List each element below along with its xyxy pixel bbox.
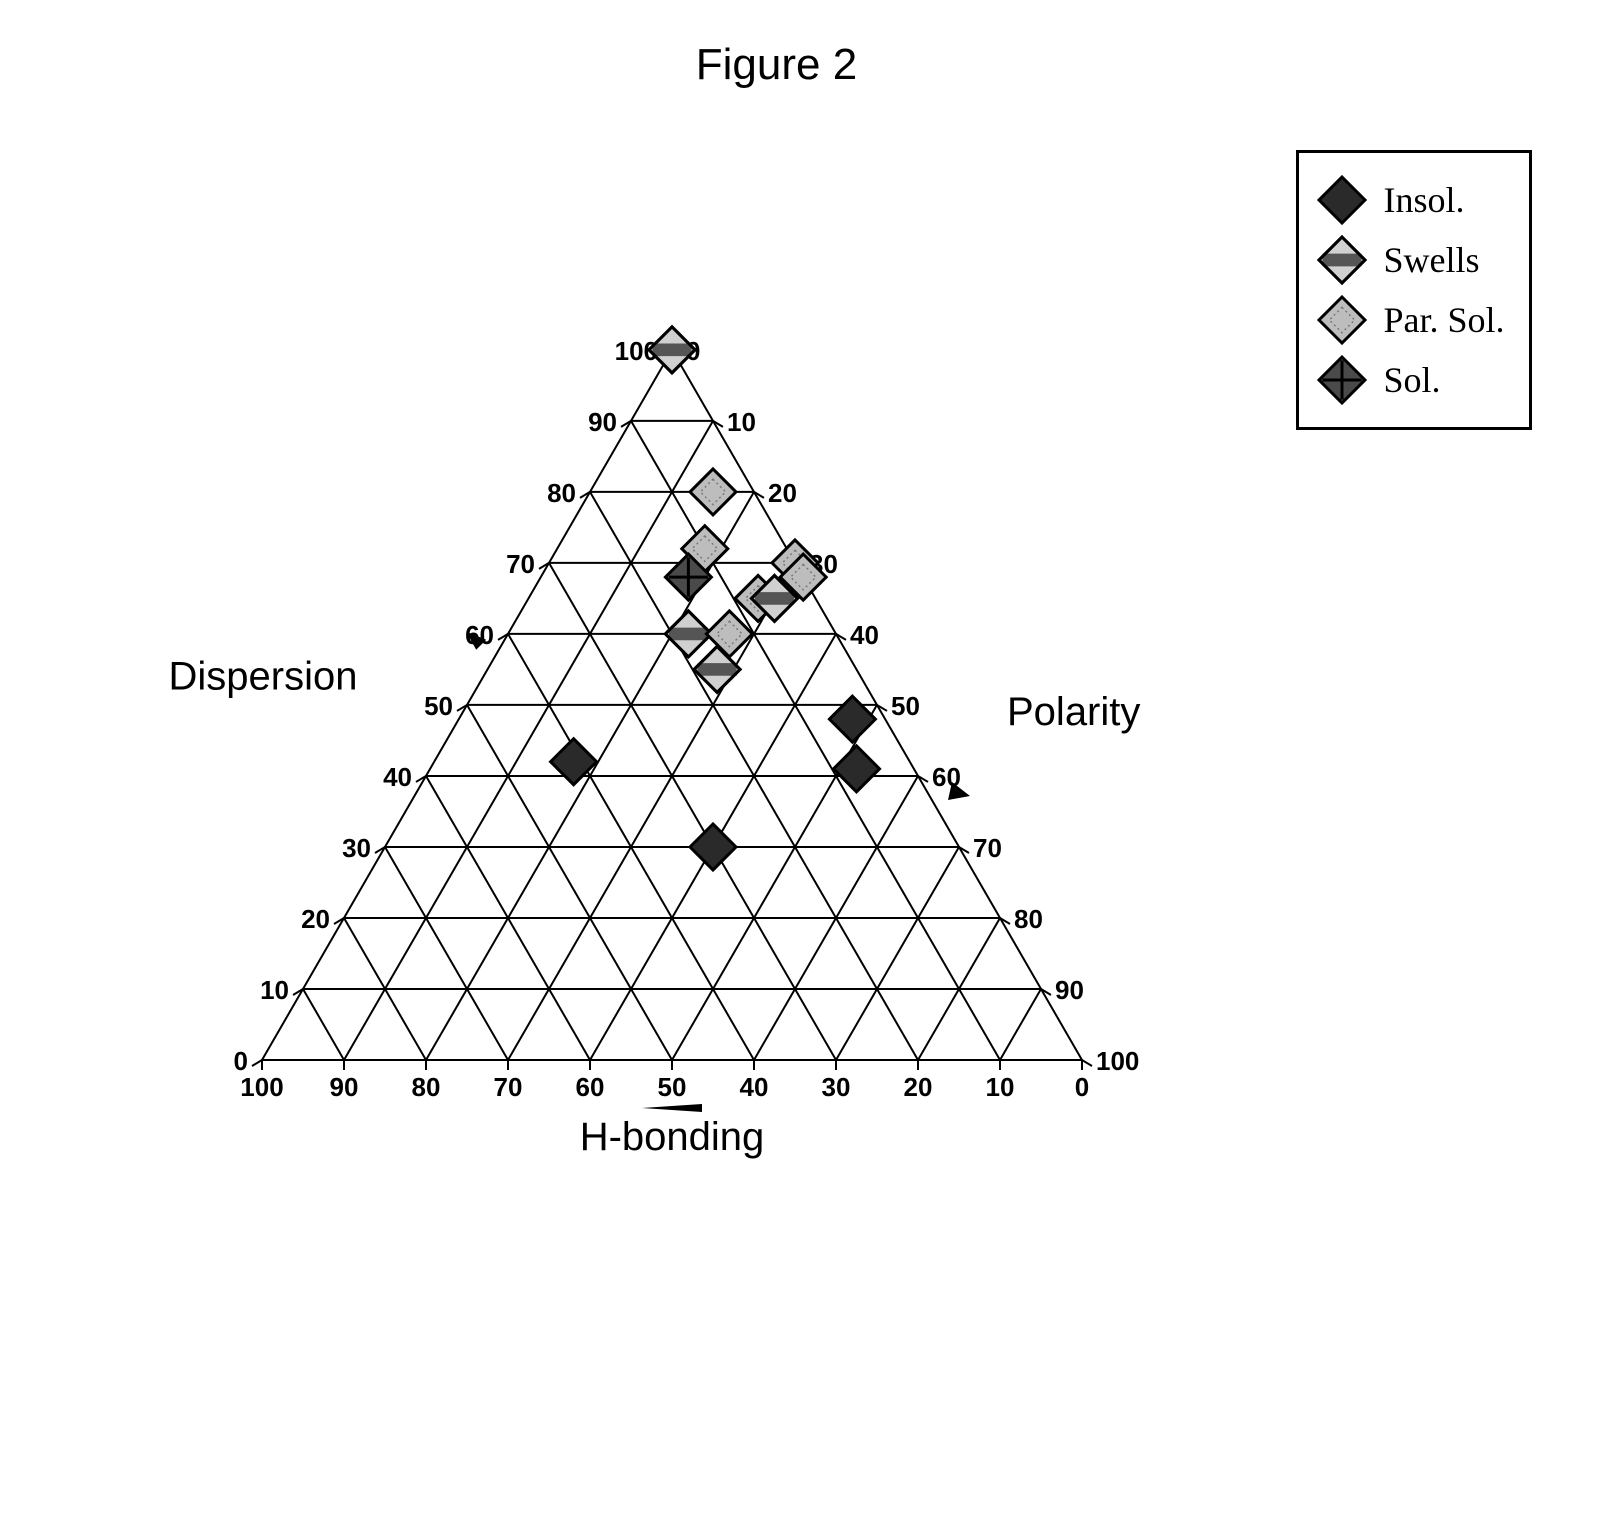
right-tick-label: 20 bbox=[768, 478, 797, 508]
data-point-sol bbox=[1319, 357, 1365, 403]
legend-label: Insol. bbox=[1383, 179, 1464, 221]
left-tick-label: 40 bbox=[383, 762, 412, 792]
bottom-tick-label: 10 bbox=[985, 1072, 1014, 1102]
data-point-swells bbox=[1319, 237, 1365, 283]
right-tick-label: 40 bbox=[850, 620, 879, 650]
data-point-parsol bbox=[1319, 297, 1365, 343]
left-tick-label: 50 bbox=[424, 691, 453, 721]
left-tick-label: 70 bbox=[506, 549, 535, 579]
right-tick-label: 100 bbox=[1096, 1046, 1139, 1076]
legend-label: Par. Sol. bbox=[1383, 299, 1504, 341]
bottom-tick-label: 70 bbox=[493, 1072, 522, 1102]
right-tick-label: 90 bbox=[1055, 975, 1084, 1005]
left-tick-label: 90 bbox=[588, 407, 617, 437]
data-point-insol bbox=[690, 824, 736, 870]
left-tick-label: 80 bbox=[547, 478, 576, 508]
right-tick-label: 80 bbox=[1014, 904, 1043, 934]
legend-label: Sol. bbox=[1383, 359, 1440, 401]
legend: Insol. Swells Par. Sol. Sol. bbox=[1296, 150, 1531, 430]
legend-item-swells: Swells bbox=[1315, 233, 1504, 287]
legend-marker-sol bbox=[1315, 353, 1369, 407]
left-tick-label: 10 bbox=[260, 975, 289, 1005]
bottom-tick-label: 50 bbox=[657, 1072, 686, 1102]
legend-marker-swells bbox=[1315, 233, 1369, 287]
bottom-tick-label: 80 bbox=[411, 1072, 440, 1102]
axis-label-hbonding: H-bonding bbox=[579, 1115, 764, 1159]
axis-label-polarity: Polarity bbox=[1007, 690, 1140, 734]
bottom-tick-label: 90 bbox=[329, 1072, 358, 1102]
legend-label: Swells bbox=[1383, 239, 1479, 281]
data-point-insol bbox=[829, 696, 875, 742]
figure-title: Figure 2 bbox=[2, 40, 1552, 90]
left-tick-label: 20 bbox=[301, 904, 330, 934]
axis-label-dispersion: Dispersion bbox=[168, 654, 357, 698]
bottom-tick-label: 40 bbox=[739, 1072, 768, 1102]
legend-marker-insol bbox=[1315, 173, 1369, 227]
bottom-tick-label: 0 bbox=[1074, 1072, 1088, 1102]
right-tick-label: 50 bbox=[891, 691, 920, 721]
legend-item-sol: Sol. bbox=[1315, 353, 1504, 407]
left-tick-label: 30 bbox=[342, 833, 371, 863]
bottom-tick-label: 60 bbox=[575, 1072, 604, 1102]
data-point-swells bbox=[649, 327, 695, 373]
bottom-tick-label: 100 bbox=[240, 1072, 283, 1102]
data-point-parsol bbox=[690, 469, 736, 515]
legend-item-insol: Insol. bbox=[1315, 173, 1504, 227]
bottom-tick-label: 20 bbox=[903, 1072, 932, 1102]
right-tick-label: 70 bbox=[973, 833, 1002, 863]
legend-item-parsol: Par. Sol. bbox=[1315, 293, 1504, 347]
right-tick-label: 10 bbox=[727, 407, 756, 437]
legend-marker-parsol bbox=[1315, 293, 1369, 347]
data-point-insol bbox=[1319, 177, 1365, 223]
bottom-tick-label: 30 bbox=[821, 1072, 850, 1102]
